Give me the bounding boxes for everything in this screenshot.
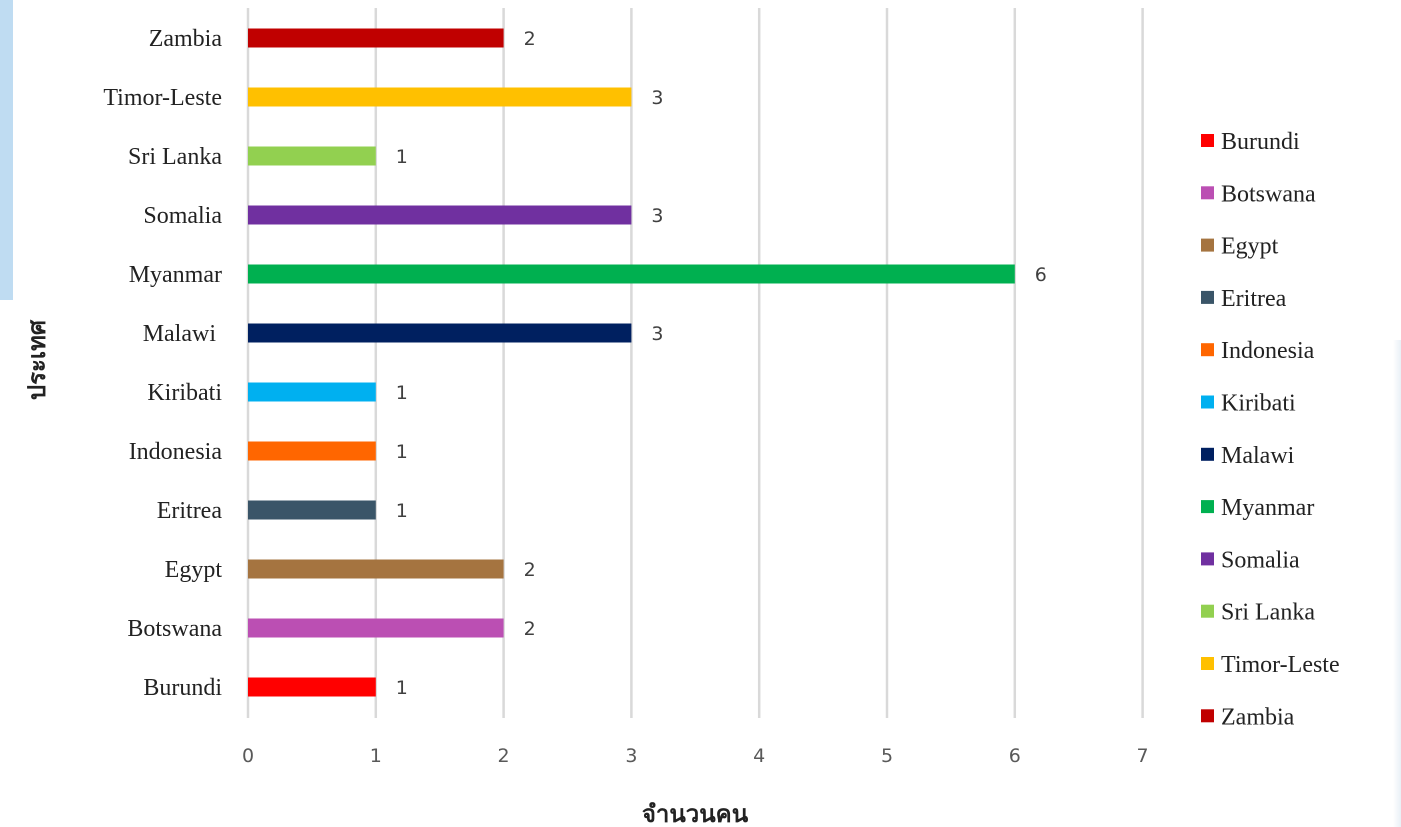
- bar-eritrea: [248, 500, 376, 520]
- legend-label-burundi: Burundi: [1221, 129, 1300, 155]
- category-label-sri-lanka: Sri Lanka: [128, 144, 222, 170]
- legend-label-eritrea: Eritrea: [1221, 286, 1287, 312]
- decorative-accent-strip: [0, 0, 13, 300]
- category-label-malawi: Malawi: [143, 321, 222, 347]
- data-label-myanmar: 6: [1035, 264, 1047, 286]
- category-label-indonesia: Indonesia: [129, 439, 223, 465]
- x-tick-label-6: 6: [1009, 745, 1021, 767]
- x-tick-label-2: 2: [498, 745, 510, 767]
- x-tick-label-1: 1: [370, 745, 382, 767]
- data-label-timor-leste: 3: [651, 87, 663, 109]
- legend-swatch-sri-lanka: [1201, 604, 1214, 618]
- legend-swatch-kiribati: [1201, 395, 1214, 409]
- bar-sri-lanka: [248, 146, 376, 166]
- legend-swatch-botswana: [1201, 186, 1214, 200]
- category-label-botswana: Botswana: [127, 616, 222, 642]
- bar-malawi: [248, 323, 632, 343]
- category-label-kiribati: Kiribati: [147, 380, 222, 406]
- legend-label-zambia: Zambia: [1221, 704, 1295, 730]
- bar-burundi: [248, 677, 376, 697]
- legend-swatch-somalia: [1201, 552, 1214, 566]
- legend: Burundi Botswana Egypt Eritrea Indonesia Kiri…: [1201, 129, 1340, 730]
- category-labels: Burundi Botswana Egypt Eritrea Indonesia Kiri…: [103, 26, 222, 701]
- bar-kiribati: [248, 382, 376, 402]
- legend-label-botswana: Botswana: [1221, 181, 1316, 207]
- bar-botswana: [248, 618, 504, 638]
- x-tick-label-3: 3: [625, 745, 637, 767]
- category-label-eritrea: Eritrea: [157, 498, 223, 524]
- legend-swatch-timor-leste: [1201, 657, 1214, 670]
- bar-zambia: [248, 28, 504, 48]
- bar-timor-leste: [248, 87, 632, 107]
- x-tick-label-7: 7: [1137, 745, 1149, 767]
- data-label-egypt: 2: [524, 559, 536, 581]
- category-label-burundi: Burundi: [143, 675, 222, 701]
- gridlines: [246, 8, 1144, 718]
- data-label-kiribati: 1: [396, 382, 408, 404]
- legend-label-egypt: Egypt: [1221, 234, 1279, 260]
- legend-label-indonesia: Indonesia: [1221, 338, 1315, 364]
- x-tick-label-4: 4: [753, 745, 765, 767]
- legend-swatch-egypt: [1201, 238, 1214, 252]
- data-label-zambia: 2: [524, 28, 536, 50]
- legend-label-timor-leste: Timor-Leste: [1221, 652, 1340, 678]
- legend-label-myanmar: Myanmar: [1221, 495, 1314, 521]
- x-axis-title: จำนวนคน: [642, 800, 749, 827]
- x-tick-label-0: 0: [242, 745, 254, 767]
- data-label-indonesia: 1: [396, 441, 408, 463]
- data-labels: 1 2 2 1 1 1 3 6 3 1 3 2: [396, 28, 1047, 699]
- legend-swatch-eritrea: [1201, 290, 1214, 304]
- category-label-zambia: Zambia: [149, 26, 223, 52]
- bar-egypt: [248, 559, 504, 579]
- legend-swatch-indonesia: [1201, 343, 1214, 357]
- data-label-malawi: 3: [651, 323, 663, 345]
- legend-label-malawi: Malawi: [1221, 443, 1295, 469]
- legend-label-kiribati: Kiribati: [1221, 391, 1296, 417]
- x-tick-label-5: 5: [881, 745, 893, 767]
- category-label-myanmar: Myanmar: [129, 262, 222, 288]
- data-label-burundi: 1: [396, 677, 408, 699]
- category-label-timor-leste: Timor-Leste: [103, 85, 222, 111]
- bar-somalia: [248, 205, 632, 225]
- data-label-botswana: 2: [524, 618, 536, 640]
- legend-swatch-burundi: [1201, 134, 1214, 147]
- data-label-sri-lanka: 1: [396, 146, 408, 168]
- category-label-egypt: Egypt: [165, 557, 223, 583]
- decorative-edge-shade: [1393, 340, 1401, 827]
- category-label-somalia: Somalia: [143, 203, 222, 229]
- bar-myanmar: [248, 264, 1015, 284]
- data-label-somalia: 3: [651, 205, 663, 227]
- legend-label-sri-lanka: Sri Lanka: [1221, 600, 1315, 626]
- legend-swatch-myanmar: [1201, 500, 1214, 514]
- data-label-eritrea: 1: [396, 500, 408, 522]
- legend-swatch-malawi: [1201, 447, 1214, 461]
- x-tick-labels: 0 1 2 3 4 5 6 7: [242, 745, 1149, 767]
- y-axis-title: ประเทศ: [23, 319, 51, 400]
- legend-swatch-zambia: [1201, 709, 1214, 723]
- bar-indonesia: [248, 441, 376, 461]
- legend-label-somalia: Somalia: [1221, 547, 1300, 573]
- bars: [248, 28, 1015, 697]
